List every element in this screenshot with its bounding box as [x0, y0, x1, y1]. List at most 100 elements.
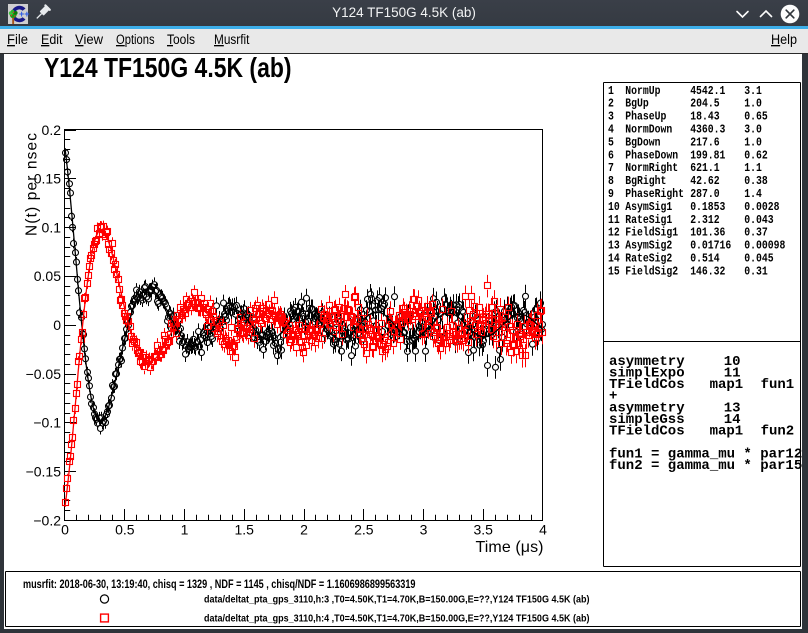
svg-text:4360.3: 4360.3 [690, 124, 725, 137]
svg-text:map1: map1 [710, 377, 744, 393]
svg-text:1.0: 1.0 [744, 98, 762, 111]
svg-text:data/deltat_pta_gps_3110,h:3 ,: data/deltat_pta_gps_3110,h:3 ,T0=4.50K,T… [204, 594, 590, 606]
svg-text:42.62: 42.62 [690, 175, 719, 188]
svg-text:−0.15: −0.15 [26, 464, 62, 480]
svg-text:0.15: 0.15 [34, 171, 61, 187]
svg-text:RateSig2: RateSig2 [625, 253, 672, 266]
svg-text:1.1: 1.1 [744, 162, 762, 175]
svg-text:simpleGss: simpleGss [609, 412, 685, 428]
svg-text:199.81: 199.81 [690, 149, 725, 162]
svg-text:14: 14 [608, 253, 620, 266]
svg-text:101.36: 101.36 [690, 227, 725, 240]
svg-text:fun1 = gamma_mu * par12: fun1 = gamma_mu * par12 [609, 447, 802, 463]
svg-text:3.5: 3.5 [473, 522, 493, 538]
svg-text:−0.1: −0.1 [33, 415, 61, 431]
svg-text:7: 7 [608, 162, 614, 175]
svg-text:−0.05: −0.05 [26, 366, 62, 382]
svg-text:9: 9 [608, 188, 614, 201]
svg-text:asymmetry: asymmetry [609, 354, 685, 370]
svg-text:0.01716: 0.01716 [690, 240, 731, 253]
svg-text:map1: map1 [710, 423, 744, 439]
svg-text:621.1: 621.1 [690, 162, 719, 175]
svg-text:Edit: Edit [41, 32, 63, 47]
svg-text:0: 0 [61, 522, 69, 538]
svg-text:Tools: Tools [167, 32, 195, 47]
svg-text:18.43: 18.43 [690, 111, 719, 124]
svg-text:0.05: 0.05 [34, 268, 61, 284]
svg-text:TFieldCos: TFieldCos [609, 423, 685, 439]
svg-text:6: 6 [608, 149, 614, 162]
svg-text:Y124 TF150G 4.5K (ab): Y124 TF150G 4.5K (ab) [44, 52, 292, 83]
svg-text:3.1: 3.1 [744, 85, 762, 98]
svg-text:1: 1 [608, 85, 614, 98]
svg-text:NormRight: NormRight [625, 162, 678, 175]
svg-text:5: 5 [608, 136, 614, 149]
svg-text:0: 0 [53, 317, 61, 333]
svg-text:0.5: 0.5 [115, 522, 135, 538]
svg-text:0.1853: 0.1853 [690, 201, 725, 214]
svg-text:3.0: 3.0 [744, 124, 762, 137]
svg-text:−0.2: −0.2 [33, 512, 61, 528]
svg-text:146.32: 146.32 [690, 265, 725, 278]
svg-text:BgDown: BgDown [625, 136, 660, 149]
svg-text:2.5: 2.5 [354, 522, 374, 538]
svg-text:0.514: 0.514 [690, 253, 719, 266]
svg-text:BgUp: BgUp [625, 98, 649, 111]
svg-text:1.4: 1.4 [744, 188, 762, 201]
svg-text:3: 3 [608, 111, 614, 124]
svg-text:Help: Help [771, 32, 797, 47]
svg-text:0.38: 0.38 [744, 175, 768, 188]
svg-text:10: 10 [724, 354, 741, 370]
svg-text:287.0: 287.0 [690, 188, 719, 201]
svg-text:PhaseUp: PhaseUp [625, 111, 666, 124]
svg-text:PhaseDown: PhaseDown [625, 149, 678, 162]
svg-text:++: ++ [19, 9, 30, 19]
svg-text:FieldSig2: FieldSig2 [625, 265, 678, 278]
svg-text:asymmetry: asymmetry [609, 400, 685, 416]
svg-text:10: 10 [608, 201, 620, 214]
svg-text:File: File [7, 32, 28, 47]
svg-text:2: 2 [608, 98, 614, 111]
svg-text:AsymSig1: AsymSig1 [625, 201, 672, 214]
svg-text:0.0028: 0.0028 [744, 201, 779, 214]
svg-text:FieldSig1: FieldSig1 [625, 227, 678, 240]
svg-text:0.37: 0.37 [744, 227, 768, 240]
svg-text:fun1: fun1 [761, 377, 795, 393]
svg-text:11: 11 [608, 214, 620, 227]
svg-text:fun2 = gamma_mu * par15: fun2 = gamma_mu * par15 [609, 458, 802, 474]
svg-text:11: 11 [724, 366, 741, 382]
svg-text:+: + [609, 389, 617, 405]
svg-text:TFieldCos: TFieldCos [609, 377, 685, 393]
svg-text:AsymSig2: AsymSig2 [625, 240, 672, 253]
svg-text:RateSig1: RateSig1 [625, 214, 672, 227]
svg-text:0.65: 0.65 [744, 111, 768, 124]
svg-text:0.00098: 0.00098 [744, 240, 785, 253]
svg-text:0.1: 0.1 [42, 219, 62, 235]
svg-text:13: 13 [724, 400, 741, 416]
svg-text:data/deltat_pta_gps_3110,h:4 ,: data/deltat_pta_gps_3110,h:4 ,T0=4.50K,T… [204, 613, 590, 625]
svg-text:fun2: fun2 [761, 423, 795, 439]
svg-text:12: 12 [608, 227, 620, 240]
svg-text:0.2: 0.2 [42, 122, 62, 138]
svg-text:4: 4 [539, 522, 547, 538]
svg-text:204.5: 204.5 [690, 98, 719, 111]
svg-text:PhaseRight: PhaseRight [625, 188, 684, 201]
svg-text:simplExpo: simplExpo [609, 366, 685, 382]
svg-text:8: 8 [608, 175, 614, 188]
svg-text:0.62: 0.62 [744, 149, 768, 162]
svg-text:2: 2 [300, 522, 308, 538]
svg-text:14: 14 [724, 412, 741, 428]
svg-text:Musrfit: Musrfit [214, 32, 250, 47]
svg-text:217.6: 217.6 [690, 136, 719, 149]
svg-text:3: 3 [420, 522, 428, 538]
svg-text:NormDown: NormDown [625, 124, 672, 137]
svg-text:4: 4 [608, 124, 614, 137]
svg-text:0.045: 0.045 [744, 253, 773, 266]
svg-text:Time (μs): Time (μs) [476, 539, 544, 556]
svg-text:2.312: 2.312 [690, 214, 719, 227]
svg-text:0.31: 0.31 [744, 265, 768, 278]
svg-text:1.0: 1.0 [744, 136, 762, 149]
svg-text:15: 15 [608, 265, 620, 278]
svg-text:N(t) per nsec: N(t) per nsec [24, 133, 41, 236]
svg-text:NormUp: NormUp [625, 85, 660, 98]
